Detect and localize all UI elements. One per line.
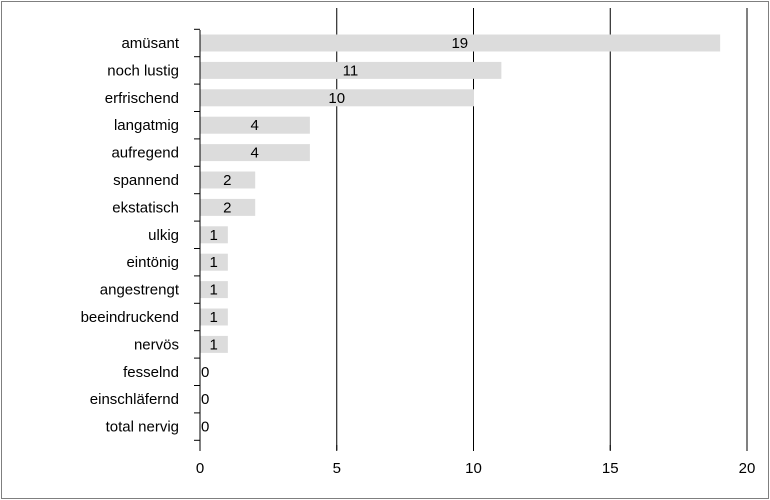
data-label-8: 1 — [210, 254, 218, 271]
category-label-4: aufregend — [111, 145, 179, 162]
bar-10 — [200, 308, 228, 326]
category-label-14: total nervig — [106, 419, 179, 436]
data-label-6: 2 — [223, 199, 231, 216]
bar-4 — [200, 144, 310, 162]
gridlines — [336, 8, 748, 450]
category-label-1: noch lustig — [107, 62, 179, 79]
x-tick-label-20: 20 — [739, 460, 756, 477]
x-tick-label-5: 5 — [333, 460, 341, 477]
category-label-7: ulkig — [148, 227, 179, 244]
data-label-3: 4 — [251, 117, 259, 134]
bar-0 — [200, 34, 721, 52]
category-label-2: erfrischend — [105, 90, 179, 107]
category-label-0: amüsant — [121, 35, 179, 52]
bar-7 — [200, 226, 228, 244]
labels: amüsant noch lustig erfrischend langatmig au… — [81, 35, 756, 477]
category-label-11: nervös — [134, 336, 179, 353]
x-tick-label-0: 0 — [196, 460, 204, 477]
category-label-8: eintönig — [126, 254, 179, 271]
bars — [200, 34, 721, 353]
data-label-7: 1 — [210, 227, 218, 244]
data-label-11: 1 — [210, 336, 218, 353]
category-label-6: ekstatisch — [112, 199, 179, 216]
category-label-10: beeindruckend — [81, 309, 179, 326]
bar-2 — [200, 89, 474, 107]
bar-3 — [200, 116, 310, 134]
bar-11 — [200, 335, 228, 353]
data-label-5: 2 — [223, 172, 231, 189]
data-label-12: 0 — [201, 364, 209, 381]
data-label-13: 0 — [201, 391, 209, 408]
data-label-0: 19 — [451, 35, 468, 52]
bar-1 — [200, 61, 502, 79]
bar-6 — [200, 198, 256, 216]
axes — [194, 28, 748, 451]
data-label-9: 1 — [210, 282, 218, 299]
x-tick-label-15: 15 — [602, 460, 619, 477]
category-label-13: einschläfernd — [90, 391, 179, 408]
category-label-9: angestrengt — [100, 282, 180, 299]
data-label-2: 10 — [328, 90, 345, 107]
data-label-4: 4 — [251, 145, 259, 162]
x-tick-label-10: 10 — [465, 460, 482, 477]
category-label-3: langatmig — [114, 117, 179, 134]
data-label-14: 0 — [201, 419, 209, 436]
category-label-12: fesselnd — [123, 364, 179, 381]
bar-8 — [200, 253, 228, 271]
bar-5 — [200, 171, 256, 189]
data-label-1: 11 — [343, 62, 359, 79]
bar-9 — [200, 281, 228, 299]
data-label-10: 1 — [210, 309, 218, 326]
category-label-5: spannend — [113, 172, 179, 189]
